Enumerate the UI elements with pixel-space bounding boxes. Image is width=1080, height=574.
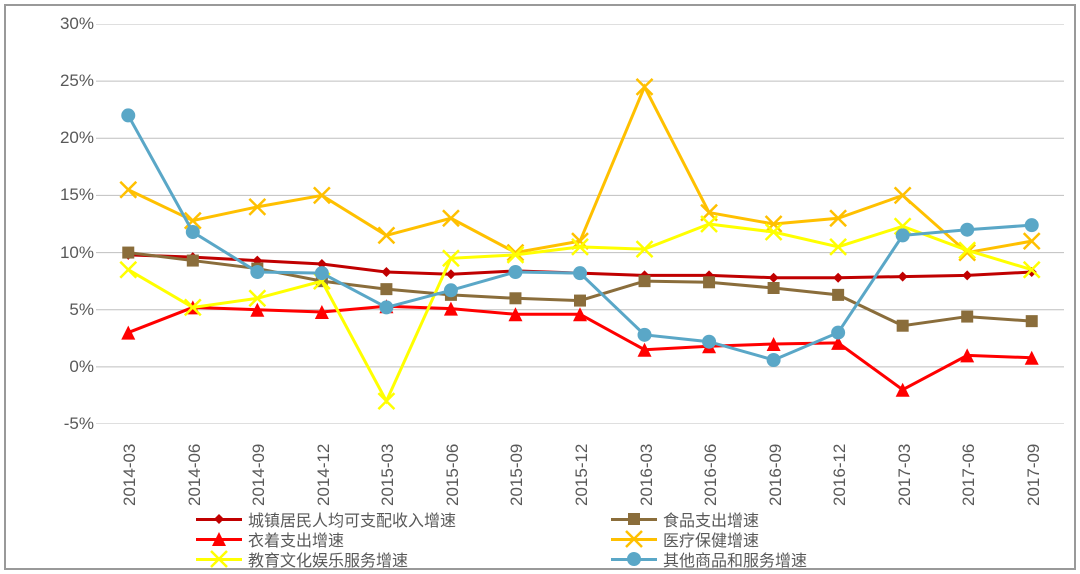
y-tick-label: -5% bbox=[34, 414, 94, 434]
x-tick-label: 2014-03 bbox=[120, 444, 140, 506]
legend-line-icon bbox=[611, 518, 657, 521]
legend-line-icon bbox=[196, 558, 242, 561]
legend-marker-icon bbox=[210, 550, 228, 568]
x-tick-label: 2017-03 bbox=[895, 444, 915, 506]
y-tick-label: 25% bbox=[34, 71, 94, 91]
y-tick-label: 10% bbox=[34, 243, 94, 263]
y-tick-label: 0% bbox=[34, 357, 94, 377]
x-tick-label: 2014-09 bbox=[249, 444, 269, 506]
x-tick-label: 2016-09 bbox=[766, 444, 786, 506]
x-tick-label: 2014-12 bbox=[314, 444, 334, 506]
legend-label: 其他商品和服务增速 bbox=[663, 547, 807, 571]
legend-marker-icon bbox=[210, 530, 228, 548]
plot-area bbox=[96, 24, 1064, 424]
x-tick-label: 2017-06 bbox=[959, 444, 979, 506]
x-tick-label: 2016-03 bbox=[637, 444, 657, 506]
chart-container: -5% 0% 5% 10% 15% 20% 25% 30% 2014-03 2014-06 201… bbox=[4, 4, 1076, 570]
x-tick-label: 2016-06 bbox=[701, 444, 721, 506]
legend-item: 衣着支出增速 bbox=[196, 529, 601, 549]
x-tick-label: 2016-12 bbox=[830, 444, 850, 506]
legend-line-icon bbox=[611, 558, 657, 561]
legend-label: 教育文化娱乐服务增速 bbox=[248, 547, 408, 571]
legend-line-icon bbox=[196, 518, 242, 521]
y-tick-label: 20% bbox=[34, 128, 94, 148]
x-tick-label: 2017-09 bbox=[1024, 444, 1044, 506]
x-tick-label: 2015-06 bbox=[443, 444, 463, 506]
legend-item: 教育文化娱乐服务增速 bbox=[196, 549, 601, 569]
legend-marker-icon bbox=[625, 550, 643, 568]
legend-line-icon bbox=[196, 538, 242, 541]
legend-item: 医疗保健增速 bbox=[611, 529, 1016, 549]
legend-item: 城镇居民人均可支配收入增速 bbox=[196, 509, 601, 529]
legend-item: 食品支出增速 bbox=[611, 509, 1016, 529]
legend: 城镇居民人均可支配收入增速食品支出增速衣着支出增速医疗保健增速教育文化娱乐服务增… bbox=[196, 509, 1016, 569]
y-tick-label: 5% bbox=[34, 300, 94, 320]
x-tick-label: 2015-12 bbox=[572, 444, 592, 506]
x-tick-label: 2015-03 bbox=[378, 444, 398, 506]
legend-line-icon bbox=[611, 538, 657, 541]
legend-marker-icon bbox=[210, 510, 228, 528]
legend-item: 其他商品和服务增速 bbox=[611, 549, 1016, 569]
y-tick-label: 30% bbox=[34, 14, 94, 34]
x-tick-label: 2015-09 bbox=[507, 444, 527, 506]
legend-marker-icon bbox=[625, 530, 643, 548]
legend-marker-icon bbox=[625, 510, 643, 528]
y-tick-label: 15% bbox=[34, 185, 94, 205]
x-tick-label: 2014-06 bbox=[185, 444, 205, 506]
